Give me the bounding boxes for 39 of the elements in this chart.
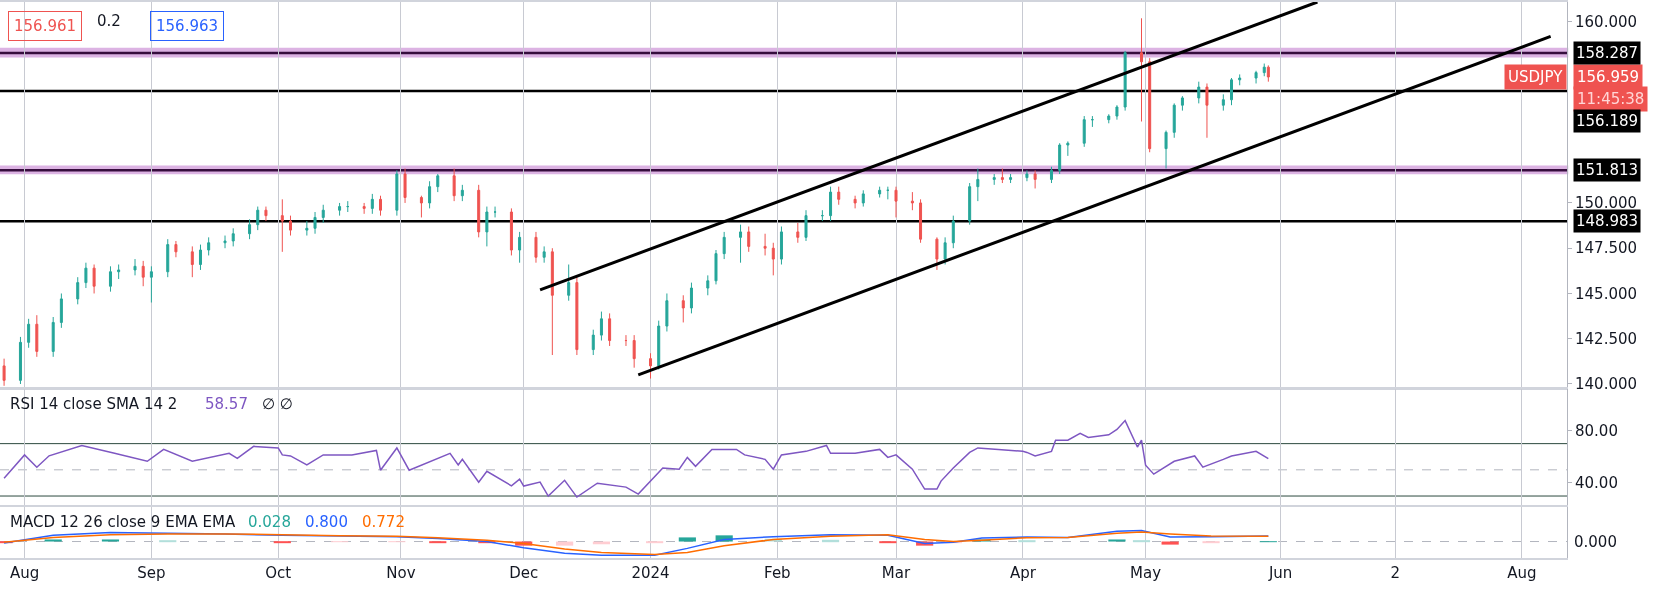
ref-line-label: 0.000: [1574, 533, 1617, 551]
y-tick-label: 160.000: [1575, 13, 1638, 32]
text: 156.959: [1577, 68, 1640, 86]
y-tick-label: 145.000: [1575, 284, 1638, 303]
x-tick-label: Mar: [881, 564, 911, 582]
ref-line-label: 148.983: [1576, 212, 1639, 230]
series-label: 0.800: [305, 513, 348, 531]
series-label: 0.028: [248, 513, 291, 531]
y-tick-label: 147.500: [1575, 239, 1638, 258]
annotation: USDJPY: [1508, 68, 1564, 86]
x-tick-label: 2024: [631, 564, 670, 582]
y-tick-label: 40.00: [1575, 474, 1618, 493]
chart-title: MACD 12 26 close 9 EMA EMA: [10, 513, 237, 531]
series-label: 0.772: [362, 513, 405, 531]
x-tick-label: Sep: [137, 564, 166, 582]
x-tick-label: Feb: [764, 564, 791, 582]
x-tick-label: Apr: [1009, 564, 1037, 582]
x-tick-label: 2: [1390, 564, 1400, 582]
text: 58.57: [205, 395, 248, 413]
annotation: 156.961: [14, 17, 77, 35]
ref-line-label: 151.813: [1576, 161, 1639, 179]
y-tick-label: 142.500: [1575, 329, 1638, 348]
y-tick-label: 80.00: [1575, 421, 1618, 440]
ref-line-label: 158.287: [1576, 44, 1639, 62]
x-tick-label: Jun: [1267, 564, 1293, 582]
text: 11:45:38: [1577, 90, 1645, 108]
ref-line-label: 156.189: [1576, 112, 1639, 130]
text: RSI 14 close SMA 14 2: [10, 395, 178, 413]
y-tick-label: 140.000: [1575, 375, 1638, 394]
annotation: ∅ ∅: [262, 395, 293, 413]
x-tick-label: Aug: [9, 564, 40, 582]
x-tick-label: Nov: [386, 564, 416, 582]
x-tick-label: Aug: [1507, 564, 1537, 582]
annotation: 0.2: [97, 12, 121, 30]
x-tick-label: Dec: [509, 564, 539, 582]
x-tick-label: May: [1130, 564, 1162, 582]
x-tick-label: Oct: [265, 564, 292, 582]
y-tick-label: 150.000: [1575, 194, 1638, 213]
annotation: 156.963: [156, 17, 219, 35]
